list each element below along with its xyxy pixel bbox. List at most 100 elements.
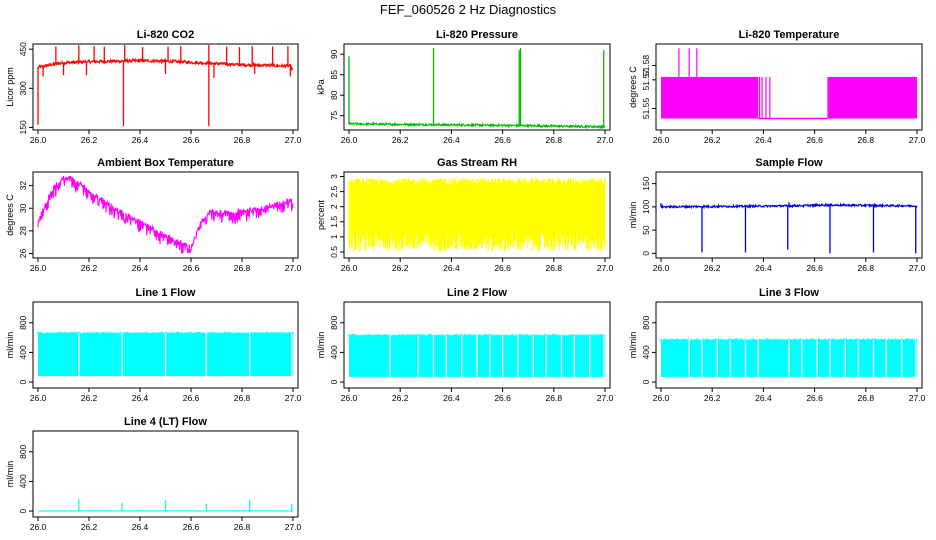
chart-panel: Li-820 Pressure kPa 26.0 26.2 26.4 26.6 26.8 27… bbox=[316, 29, 614, 145]
plot-frame bbox=[343, 43, 611, 131]
y-tick-label: 150 bbox=[18, 120, 28, 134]
chart-panel: Gas Stream RH percent 26.0 26.2 26.4 26.6 26.8… bbox=[316, 157, 614, 273]
y-tick-label: 0 bbox=[18, 508, 28, 513]
x-tick-label: 26.2 bbox=[704, 393, 721, 403]
chart-panel: Sample Flow ml/min 26.0 26.2 26.4 26.6 26.8 27.… bbox=[628, 157, 926, 273]
x-tick-label: 26.8 bbox=[234, 263, 251, 273]
chart-panel: Ambient Box Temperature degrees C 26.0 26.2… bbox=[5, 157, 302, 273]
x-tick-label: 26.0 bbox=[653, 393, 670, 403]
plot-frame bbox=[655, 171, 923, 259]
x-tick-label: 27.0 bbox=[597, 263, 614, 273]
chart-panel: Line 3 Flow ml/min 26.0 26.2 26.4 26.6 26.8 27.… bbox=[628, 287, 926, 403]
x-tick-label: 26.8 bbox=[546, 393, 563, 403]
y-tick-label: 450 bbox=[18, 42, 28, 56]
x-tick-label: 26.0 bbox=[30, 393, 47, 403]
series-3 bbox=[37, 175, 294, 254]
data-band bbox=[661, 76, 759, 119]
y-axis-label: ml/min bbox=[316, 332, 326, 359]
x-tick-label: 27.0 bbox=[285, 393, 302, 403]
y-tick-label: 800 bbox=[641, 315, 651, 329]
y-tick-label: 800 bbox=[18, 315, 28, 329]
x-tick-label: 27.0 bbox=[597, 393, 614, 403]
data-edge bbox=[348, 333, 606, 337]
x-tick-label: 27.0 bbox=[285, 522, 302, 532]
x-tick-label: 26.2 bbox=[81, 263, 98, 273]
y-tick-label: 100 bbox=[641, 200, 651, 214]
x-tick-label: 26.8 bbox=[546, 135, 563, 145]
chart-panel: Line 1 Flow ml/min 26.0 26.2 26.4 26.6 26.8 27.… bbox=[5, 287, 302, 403]
y-tick-label: 2 bbox=[329, 204, 339, 209]
y-tick-label: 400 bbox=[18, 474, 28, 488]
y-axis-label: ml/min bbox=[628, 202, 638, 229]
series-8 bbox=[660, 338, 918, 378]
y-tick-label: 2.5 bbox=[329, 185, 339, 197]
x-tick-label: 26.4 bbox=[443, 393, 460, 403]
series-6 bbox=[37, 331, 294, 377]
x-tick-label: 26.4 bbox=[755, 393, 772, 403]
y-tick-label: 400 bbox=[641, 345, 651, 359]
data-line bbox=[348, 121, 606, 130]
chart-panel: Line 2 Flow ml/min 26.0 26.2 26.4 26.6 26.8 27.… bbox=[316, 287, 614, 403]
data-line bbox=[660, 202, 918, 210]
y-axis-label: degrees C bbox=[628, 66, 638, 108]
x-tick-label: 26.4 bbox=[132, 522, 149, 532]
y-tick-label: 400 bbox=[329, 345, 339, 359]
x-tick-label: 26.2 bbox=[81, 393, 98, 403]
y-axis-label: ml/min bbox=[5, 332, 15, 359]
panel-title: Li-820 CO2 bbox=[137, 29, 194, 41]
x-tick-label: 26.6 bbox=[494, 135, 511, 145]
x-tick-label: 27.0 bbox=[597, 135, 614, 145]
series-1 bbox=[348, 48, 606, 130]
panel-title: Gas Stream RH bbox=[437, 157, 517, 169]
data-band bbox=[827, 76, 917, 119]
x-tick-label: 26.4 bbox=[132, 135, 149, 145]
x-tick-label: 27.0 bbox=[909, 263, 926, 273]
x-tick-label: 26.0 bbox=[653, 135, 670, 145]
y-axis-label: degrees C bbox=[5, 194, 15, 236]
panel-title: Line 3 Flow bbox=[759, 287, 819, 299]
x-tick-label: 26.6 bbox=[806, 263, 823, 273]
page-title: FEF_060526 2 Hz Diagnostics bbox=[379, 2, 557, 17]
y-tick-label: 800 bbox=[18, 444, 28, 458]
y-tick-label: 0 bbox=[641, 379, 651, 384]
y-tick-label: 51.57 bbox=[641, 69, 651, 91]
plot-frame bbox=[655, 301, 923, 389]
y-tick-label: 0 bbox=[18, 379, 28, 384]
x-tick-label: 26.8 bbox=[234, 135, 251, 145]
x-tick-label: 26.2 bbox=[704, 263, 721, 273]
y-axis-label: ml/min bbox=[5, 461, 15, 488]
series-4 bbox=[348, 178, 606, 252]
y-tick-label: 150 bbox=[641, 176, 651, 190]
plot-frame bbox=[343, 171, 611, 259]
y-tick-label: 1.5 bbox=[329, 216, 339, 228]
x-tick-label: 27.0 bbox=[909, 135, 926, 145]
panel-title: Line 4 (LT) Flow bbox=[124, 416, 207, 428]
x-tick-label: 26.6 bbox=[494, 393, 511, 403]
panel-title: Line 1 Flow bbox=[136, 287, 196, 299]
x-tick-label: 26.6 bbox=[494, 263, 511, 273]
y-tick-label: 400 bbox=[18, 345, 28, 359]
x-tick-label: 26.0 bbox=[341, 135, 358, 145]
y-tick-label: 26 bbox=[18, 248, 28, 258]
plot-frame bbox=[32, 43, 299, 131]
series-7 bbox=[348, 333, 606, 378]
x-tick-label: 26.0 bbox=[341, 263, 358, 273]
y-tick-label: 80 bbox=[329, 90, 339, 100]
x-tick-label: 26.0 bbox=[30, 263, 47, 273]
x-tick-label: 27.0 bbox=[285, 135, 302, 145]
y-axis-label: kPa bbox=[316, 79, 326, 95]
x-tick-label: 26.8 bbox=[234, 393, 251, 403]
x-tick-label: 26.0 bbox=[653, 263, 670, 273]
y-tick-label: 85 bbox=[329, 70, 339, 80]
y-tick-label: 0 bbox=[641, 251, 651, 256]
y-tick-label: 30 bbox=[18, 203, 28, 213]
x-tick-label: 26.8 bbox=[546, 263, 563, 273]
x-tick-label: 26.6 bbox=[183, 522, 200, 532]
y-tick-label: 800 bbox=[329, 315, 339, 329]
y-tick-label: 50 bbox=[641, 225, 651, 235]
y-tick-label: 75 bbox=[329, 111, 339, 121]
series-0 bbox=[37, 45, 294, 127]
plot-frame bbox=[32, 301, 299, 389]
x-tick-label: 26.6 bbox=[183, 135, 200, 145]
x-tick-label: 26.2 bbox=[704, 135, 721, 145]
